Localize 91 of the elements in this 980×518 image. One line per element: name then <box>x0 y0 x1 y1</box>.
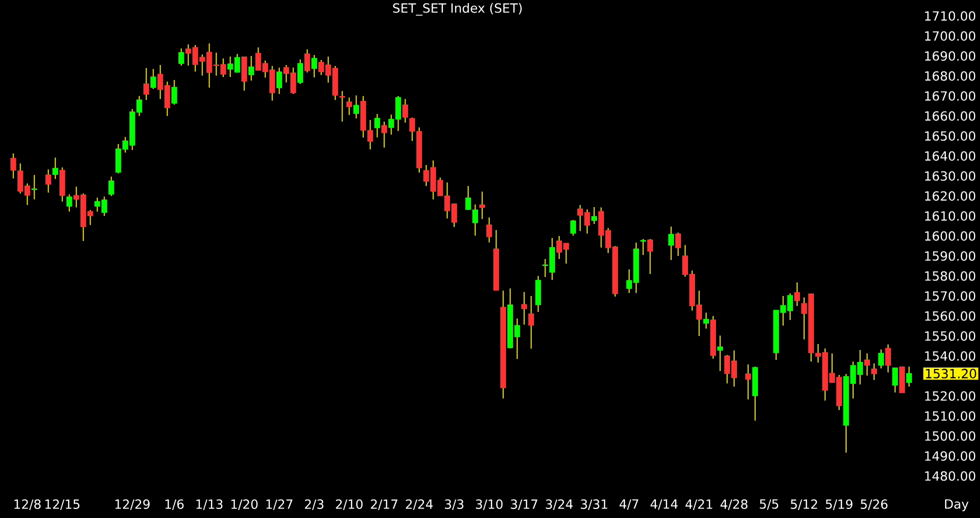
candlestick <box>297 58 304 84</box>
x-tick-label: 1/6 <box>165 499 184 510</box>
x-tick-label: 4/21 <box>686 499 712 510</box>
candlestick <box>45 168 52 194</box>
candlestick <box>885 344 891 373</box>
candlestick <box>486 216 492 243</box>
x-tick-label: 5/26 <box>860 499 888 510</box>
candlestick <box>374 114 380 138</box>
candlestick <box>878 348 884 369</box>
x-tick-label: 3/24 <box>546 499 573 510</box>
x-tick-label: 2/3 <box>304 499 324 510</box>
y-tick-label: 1630.00 <box>925 171 976 181</box>
candlestick <box>304 48 310 73</box>
y-tick-label: 1660.00 <box>925 111 976 121</box>
y-tick-label: 1600.00 <box>925 231 976 241</box>
x-tick-label: 2/24 <box>406 499 433 510</box>
x-tick-label: 5/12 <box>790 499 818 510</box>
y-tick-label: 1490.00 <box>925 451 976 461</box>
x-axis-title: Day <box>945 499 968 512</box>
candlestick <box>171 79 178 106</box>
candlestick <box>276 67 282 94</box>
x-tick-label: 5/19 <box>826 499 852 510</box>
candlestick <box>143 67 150 100</box>
candlestick <box>353 94 360 119</box>
x-tick-label: 3/17 <box>510 499 538 510</box>
candlestick <box>521 291 528 326</box>
candlestick <box>640 238 646 256</box>
x-tick-label: 2/10 <box>336 499 363 510</box>
candlestick <box>871 362 877 380</box>
x-tick-label: 1/27 <box>266 499 292 510</box>
x-tick-label: 12/8 <box>14 499 41 510</box>
y-tick-label: 1560.00 <box>925 311 976 321</box>
y-tick-label: 1650.00 <box>925 131 976 141</box>
x-tick-label: 4/28 <box>720 499 748 510</box>
y-tick-label: 1670.00 <box>925 91 976 101</box>
candlestick <box>570 220 576 236</box>
candlestick <box>647 238 654 274</box>
candlestick <box>675 232 682 256</box>
x-tick-label: 5/5 <box>760 499 778 510</box>
y-tick-label: 1510.00 <box>925 411 976 421</box>
y-tick-label: 1710.00 <box>925 11 976 21</box>
chart-title: SET_SET Index (SET) <box>393 3 522 16</box>
x-tick-label: 3/10 <box>476 499 503 510</box>
candlestick <box>150 68 156 90</box>
y-tick-label: 1680.00 <box>925 71 976 81</box>
x-tick-label: 4/7 <box>620 499 638 510</box>
candlestick <box>892 368 898 393</box>
candlestick <box>668 226 674 260</box>
x-tick-label: 3/3 <box>444 499 464 510</box>
candlestick <box>311 54 318 78</box>
x-tick-label: 1/20 <box>231 499 258 510</box>
y-tick-label: 1540.00 <box>925 351 976 361</box>
candlestick <box>10 152 16 179</box>
x-tick-label: 1/13 <box>196 499 222 510</box>
candlestick <box>703 312 709 330</box>
y-tick-label: 1700.00 <box>925 31 976 41</box>
candlestick <box>346 97 352 116</box>
candlestick <box>52 157 58 180</box>
y-tick-label: 1520.00 <box>925 391 976 401</box>
x-tick-label: 3/31 <box>580 499 608 510</box>
candlestick <box>178 48 184 66</box>
y-tick-label: 1570.00 <box>925 291 976 301</box>
candlestick <box>864 352 870 376</box>
y-tick-label: 1590.00 <box>925 251 976 261</box>
y-tick-label: 1580.00 <box>925 271 976 281</box>
x-tick-label: 12/15 <box>45 499 80 510</box>
candlestick <box>381 121 388 148</box>
candlestick <box>906 366 912 388</box>
y-tick-label: 1640.00 <box>925 151 976 161</box>
candlestick <box>248 55 254 82</box>
candlestick <box>31 174 38 200</box>
y-tick-label: 1550.00 <box>925 331 976 341</box>
candlestick <box>339 90 346 122</box>
candlestick <box>794 282 800 306</box>
candlestick <box>717 335 723 372</box>
x-tick-label: 2/17 <box>370 499 398 510</box>
candlestick <box>591 206 598 224</box>
y-tick-label: 1690.00 <box>925 51 976 61</box>
text: 1531.20 <box>926 368 976 378</box>
x-tick-label: 12/29 <box>115 499 150 510</box>
candlestick <box>66 194 72 212</box>
y-tick-label: 1480.00 <box>925 471 976 481</box>
candlestick <box>402 98 408 124</box>
candlestick <box>528 295 534 350</box>
x-tick-label: 4/14 <box>650 499 678 510</box>
y-tick-label: 1500.00 <box>925 431 976 441</box>
candlestick <box>108 176 114 196</box>
y-tick-label: 1620.00 <box>925 191 976 201</box>
candlestick <box>479 191 486 220</box>
y-tick-label: 1610.00 <box>925 211 976 221</box>
candlestick <box>745 364 751 400</box>
